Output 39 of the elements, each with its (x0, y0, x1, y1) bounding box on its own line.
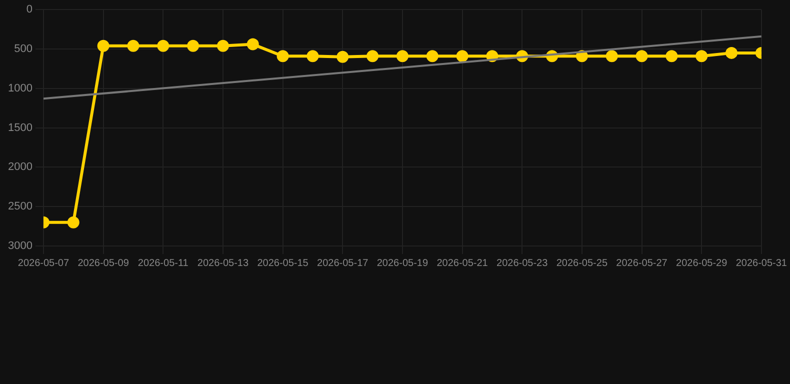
point (666, 50, 678, 62)
x-tick-label: 2026-05-07 (18, 258, 70, 269)
point (396, 50, 408, 62)
point (157, 40, 170, 52)
x-tick-label: 2026-05-13 (197, 258, 249, 269)
x-tick-label: 2026-05-23 (496, 258, 548, 269)
point (696, 50, 708, 62)
x-tick-label: 2026-05-21 (436, 258, 488, 269)
point (636, 50, 648, 62)
point (306, 50, 319, 62)
y-tick-label: 500 (14, 43, 32, 56)
x-tick-label: 2026-05-19 (376, 258, 428, 269)
x-tick-label: 2026-05-15 (257, 258, 309, 269)
x-tick-label: 2026-05-17 (317, 258, 369, 269)
point (606, 50, 618, 62)
x-tick-label: 2026-05-09 (78, 258, 130, 269)
x-tick-label: 2026-05-11 (138, 258, 189, 269)
point (336, 50, 349, 63)
point (726, 46, 738, 59)
point (216, 40, 229, 52)
y-tick-label: 0 (26, 4, 32, 16)
y-tick-label: 2500 (8, 200, 32, 213)
y-tick-label: 3000 (8, 240, 32, 252)
point (187, 40, 200, 52)
point (426, 50, 438, 62)
point (456, 50, 468, 62)
y-tick-label: 1000 (8, 82, 32, 94)
point (246, 38, 259, 50)
point (97, 40, 110, 52)
y-tick-label: 1500 (8, 122, 32, 134)
y-tick-label: 2000 (8, 161, 32, 174)
x-tick-label: 2026-05-31 (736, 258, 788, 269)
point (366, 50, 379, 62)
point (67, 216, 80, 228)
x-tick-label: 2026-05-27 (616, 258, 668, 269)
point (276, 50, 289, 62)
x-tick-label: 2026-05-29 (676, 258, 728, 269)
point (127, 40, 140, 52)
x-tick-label: 2026-05-25 (556, 258, 608, 269)
